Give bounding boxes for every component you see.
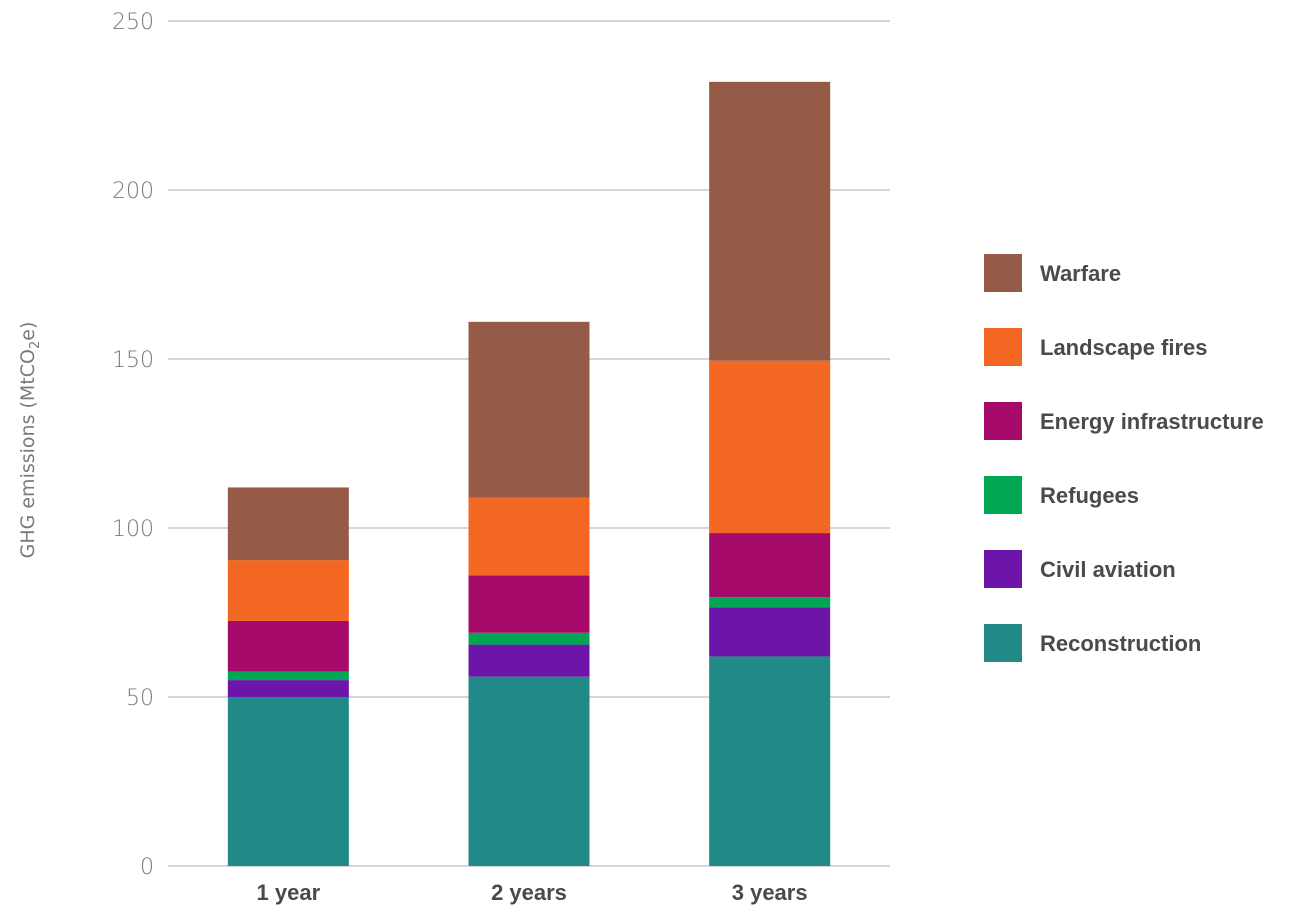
legend-swatch-landscape-fires bbox=[984, 328, 1022, 366]
bar-landscape-fires-3 bbox=[709, 360, 831, 534]
legend-label-warfare: Warfare bbox=[1040, 261, 1121, 286]
bar-reconstruction-3 bbox=[709, 656, 831, 866]
y-axis-label-main: GHG emissions (MtCO bbox=[17, 349, 39, 558]
y-tick-label-200: 200 bbox=[112, 179, 154, 204]
x-tick-label-3: 3 years bbox=[732, 880, 808, 905]
bar-reconstruction-2 bbox=[468, 676, 590, 866]
legend-label-reconstruction: Reconstruction bbox=[1040, 631, 1201, 656]
bar-landscape-fires-1 bbox=[227, 560, 349, 621]
y-axis-label: GHG emissions (MtCO2e) bbox=[17, 322, 43, 559]
bar-energy-infrastructure-3 bbox=[709, 533, 831, 598]
bar-landscape-fires-2 bbox=[468, 497, 590, 576]
bar-warfare-1 bbox=[227, 487, 349, 561]
legend-label-refugees: Refugees bbox=[1040, 483, 1139, 508]
bar-warfare-3 bbox=[709, 81, 831, 361]
y-tick-label-150: 150 bbox=[112, 348, 154, 373]
bar-reconstruction-1 bbox=[227, 697, 349, 866]
bar-civil-aviation-3 bbox=[709, 607, 831, 657]
legend-swatch-reconstruction bbox=[984, 624, 1022, 662]
legend: Warfare Landscape fires Energy infrastruct… bbox=[984, 254, 1264, 662]
bar-refugees-1 bbox=[227, 671, 349, 681]
x-tick-label-1: 1 year bbox=[257, 880, 321, 905]
y-tick-label-50: 50 bbox=[126, 686, 154, 711]
legend-label-landscape-fires: Landscape fires bbox=[1040, 335, 1208, 360]
y-axis-label-end: e) bbox=[17, 322, 39, 341]
bar-refugees-2 bbox=[468, 632, 590, 645]
x-tick-label-2: 2 years bbox=[491, 880, 567, 905]
legend-swatch-civil-aviation bbox=[984, 550, 1022, 588]
y-tick-label-250: 250 bbox=[112, 10, 154, 35]
bar-energy-infrastructure-2 bbox=[468, 575, 590, 633]
y-tick-label-0: 0 bbox=[140, 855, 154, 880]
bar-civil-aviation-1 bbox=[227, 680, 349, 697]
legend-swatch-warfare bbox=[984, 254, 1022, 292]
legend-swatch-energy-infrastructure bbox=[984, 402, 1022, 440]
legend-swatch-refugees bbox=[984, 476, 1022, 514]
y-tick-label-100: 100 bbox=[112, 517, 154, 542]
bars-layer bbox=[227, 81, 831, 866]
x-axis: 1 year 2 years 3 years bbox=[257, 880, 808, 905]
bar-civil-aviation-2 bbox=[468, 644, 590, 677]
legend-label-energy-infrastructure: Energy infrastructure bbox=[1040, 409, 1264, 434]
y-axis-label-subscript: 2 bbox=[28, 341, 43, 349]
bar-refugees-3 bbox=[709, 597, 831, 608]
bar-energy-infrastructure-1 bbox=[227, 620, 349, 672]
legend-label-civil-aviation: Civil aviation bbox=[1040, 557, 1176, 582]
bar-warfare-2 bbox=[468, 321, 590, 498]
